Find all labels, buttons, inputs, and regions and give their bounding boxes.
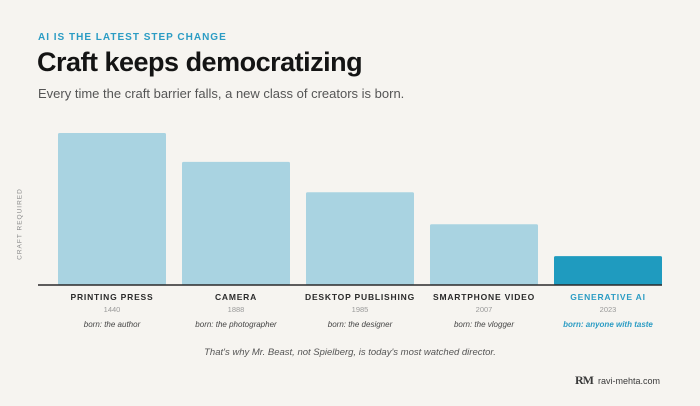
category-name: PRINTING PRESS — [70, 292, 154, 302]
bar-smartphone-video — [430, 224, 538, 285]
category-label-group: PRINTING PRESS 1440 born: the author — [47, 292, 177, 329]
bar-printing-press — [58, 133, 166, 285]
category-year: 2023 — [599, 305, 617, 314]
brand-logo: RM — [574, 373, 594, 387]
category-year: 1985 — [351, 305, 369, 314]
bar-camera — [182, 161, 290, 285]
brand-url[interactable]: ravi-mehta.com — [597, 375, 660, 386]
category-born-label: born: anyone with taste — [563, 320, 653, 329]
category-name: DESKTOP PUBLISHING — [305, 292, 415, 302]
chart-subtitle: Every time the craft barrier falls, a ne… — [38, 86, 405, 101]
category-label-group: SMARTPHONE VIDEO 2007 born: the vlogger — [419, 292, 549, 329]
category-label-group: GENERATIVE AI 2023 born: anyone with taste — [543, 292, 673, 329]
category-label-group: CAMERA 1888 born: the photographer — [171, 292, 301, 329]
category-year: 2007 — [475, 305, 493, 314]
bar-generative-ai — [554, 256, 662, 285]
category-name: GENERATIVE AI — [570, 292, 646, 302]
brand[interactable]: RM ravi-mehta.com — [575, 373, 660, 388]
category-born-label: born: the photographer — [195, 320, 277, 329]
category-year: 1888 — [227, 305, 245, 314]
chart-title: Craft keeps democratizing — [37, 47, 363, 77]
category-born-label: born: the designer — [327, 320, 393, 329]
category-name: SMARTPHONE VIDEO — [432, 292, 536, 302]
category-label-group: DESKTOP PUBLISHING 1985 born: the designer — [295, 292, 425, 329]
bar-desktop-publishing — [306, 192, 414, 285]
category-name: CAMERA — [214, 292, 258, 302]
footnote: That's why Mr. Beast, not Spielberg, is … — [204, 347, 496, 358]
category-born-label: born: the author — [83, 320, 141, 329]
eyebrow-label: AI IS THE LATEST STEP CHANGE — [38, 32, 227, 43]
category-born-label: born: the vlogger — [453, 320, 515, 329]
category-year: 1440 — [103, 305, 121, 314]
